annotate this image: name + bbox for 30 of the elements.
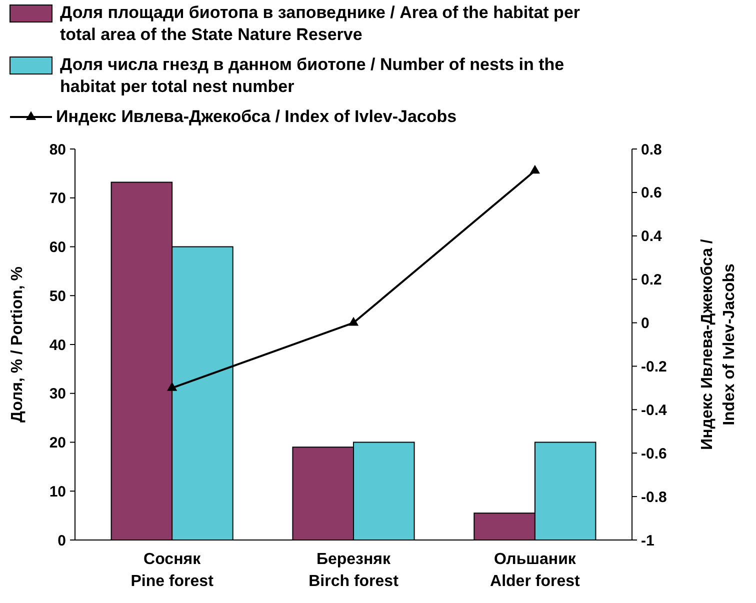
point [166, 382, 178, 391]
y2-tick-label: -0.8 [641, 488, 667, 506]
y-axis-title: Доля, % / Portion, % [9, 266, 26, 423]
point [530, 164, 540, 174]
y2-tick-label: 0 [641, 315, 650, 332]
legend-label: Доля площади биотопа в заповеднике / Area of the habitat per total area of the State Nature Reserve [60, 3, 580, 44]
y-tick-label: 0 [58, 532, 66, 550]
point [348, 316, 359, 326]
y2-tick-label: -0.2 [641, 358, 667, 376]
y2-axis-title: Индекс Ивлева-Джекобса / Index of Ivlev-Jacobs [699, 238, 738, 450]
y-tick-label: 20 [49, 434, 66, 452]
y2-tick-label: 0.2 [641, 272, 662, 289]
legend-label: Доля числа гнезд в данном биотопе / Number of nests in the habitat per total nest number [60, 55, 564, 96]
y-tick-label: 70 [49, 190, 66, 208]
y-tick-label: 50 [49, 288, 66, 305]
y2-tick-label: 0.4 [641, 228, 663, 246]
y-tick-label: 60 [49, 239, 66, 256]
legend-label: Индекс Ивлева-Джекобса / Index of Ivlev-Jacobs [56, 107, 457, 126]
x-tick-label: Березняк Birch forest [308, 551, 400, 590]
x-tick-label: Сосняк Pine forest [130, 551, 214, 590]
y-tick-label: 80 [49, 141, 66, 158]
y2-tick-label: 0.6 [641, 184, 662, 202]
y2-tick-label: 0.8 [641, 141, 662, 158]
y-tick-label: 30 [49, 386, 66, 403]
x-tick-label: Ольшаник Alder forest [490, 551, 581, 590]
y-tick-label: 40 [49, 336, 66, 354]
y-tick-label: 10 [49, 483, 66, 500]
y2-tick-label: -0.6 [641, 445, 667, 462]
y2-tick-label: -1 [641, 532, 654, 550]
y2-tick-label: -0.4 [641, 402, 668, 419]
